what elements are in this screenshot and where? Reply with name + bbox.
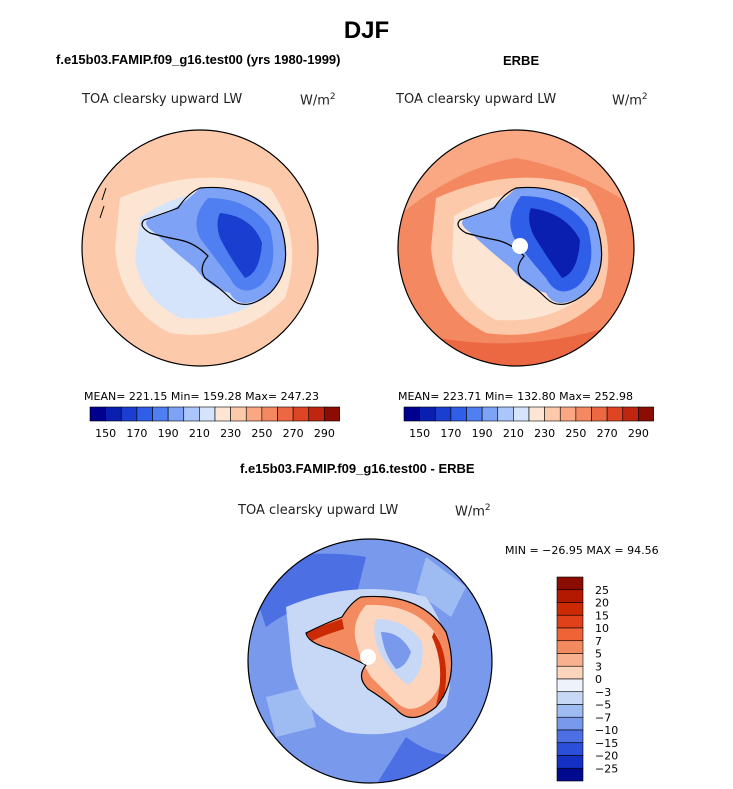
panel1-colorbar-tick-label: 150 bbox=[95, 427, 116, 440]
panel1-title: f.e15b03.FAMIP.f09_g16.test00 (yrs 1980-… bbox=[56, 52, 341, 67]
panel1-colorbar-swatch bbox=[308, 406, 325, 422]
panel1-colorbar-swatch bbox=[167, 406, 185, 422]
diff-colorbar-swatch bbox=[556, 589, 584, 603]
panel1-colorbar-swatch bbox=[214, 406, 231, 422]
panel1-colorbar-swatch bbox=[136, 406, 153, 422]
panel1-units-label: W/m2 bbox=[300, 92, 336, 109]
panel1-polar-map bbox=[81, 129, 319, 367]
panel1-colorbar-tick-label: 290 bbox=[314, 427, 335, 440]
diff-colorbar-tick-label: 5 bbox=[595, 648, 602, 661]
panel2-colorbar-swatch bbox=[450, 406, 467, 422]
panel1-colorbar-swatch bbox=[199, 406, 216, 422]
panel1-colorbar-swatch bbox=[277, 406, 294, 422]
diff-colorbar-swatch bbox=[556, 614, 584, 629]
diff-units-label: W/m2 bbox=[455, 503, 491, 520]
panel2-colorbar-swatch bbox=[481, 406, 499, 422]
panel2-colorbar-swatch bbox=[575, 406, 592, 422]
diff-colorbar-tick-label: −20 bbox=[595, 750, 618, 763]
diff-colorbar-tick-label: −25 bbox=[595, 762, 618, 775]
panel2-colorbar-tick-label: 210 bbox=[503, 427, 524, 440]
diff-colorbar-tick-label: 25 bbox=[595, 584, 609, 597]
panel1-colorbar-tick-label: 270 bbox=[283, 427, 304, 440]
panel2-colorbar-tick-label: 250 bbox=[565, 427, 586, 440]
panel2-colorbar-swatch bbox=[606, 406, 624, 422]
panel1-colorbar-swatch bbox=[120, 406, 138, 422]
panel1-colorbar-tick-label: 250 bbox=[251, 427, 272, 440]
panel1-colorbar-swatch bbox=[261, 406, 278, 422]
diff-colorbar-swatch bbox=[556, 678, 584, 693]
panel2-colorbar-swatch bbox=[403, 406, 420, 422]
diff-colorbar-tick-label: 7 bbox=[595, 635, 602, 648]
diff-colorbar-swatch bbox=[556, 576, 584, 591]
diff-colorbar-swatch bbox=[556, 653, 584, 667]
panel2-stats: MEAN= 223.71 Min= 132.80 Max= 252.98 bbox=[398, 390, 634, 403]
panel2-colorbar-tick-label: 230 bbox=[534, 427, 555, 440]
diff-panel-title: f.e15b03.FAMIP.f09_g16.test00 - ERBE bbox=[240, 461, 475, 476]
panel2-units-label: W/m2 bbox=[612, 92, 648, 109]
panel1-colorbar: 150 170 190 210 230 250 270 290 bbox=[89, 406, 340, 440]
panel1-colorbar-swatch bbox=[245, 406, 263, 422]
panel1-colorbar-swatch bbox=[183, 406, 200, 422]
panel2-colorbar-tick-label: 270 bbox=[597, 427, 618, 440]
panel1-colorbar-tick-label: 210 bbox=[189, 427, 210, 440]
panel2-colorbar-swatch bbox=[497, 406, 514, 422]
panel2-colorbar-tick-label: 190 bbox=[472, 427, 493, 440]
panel1-colorbar-swatch bbox=[324, 406, 340, 422]
diff-colorbar-swatch bbox=[556, 742, 584, 756]
panel2-title: ERBE bbox=[503, 53, 540, 68]
diff-colorbar-tick-label: −7 bbox=[595, 711, 611, 724]
diff-colorbar-swatch bbox=[556, 755, 584, 769]
diff-colorbar-tick-label: −3 bbox=[595, 686, 611, 699]
diff-colorbar-tick-label: 0 bbox=[595, 673, 602, 686]
panel1-stats: MEAN= 221.15 Min= 159.28 Max= 247.23 bbox=[84, 390, 320, 403]
figure-title: DJF bbox=[343, 17, 390, 44]
panel1-colorbar-tick-label: 170 bbox=[126, 427, 147, 440]
diff-colorbar-tick-label: 3 bbox=[595, 660, 602, 673]
diff-colorbar-swatch bbox=[556, 704, 584, 718]
panel1-colorbar-swatch bbox=[292, 406, 310, 422]
diff-colorbar-swatch bbox=[556, 627, 584, 642]
diff-colorbar-tick-label: 20 bbox=[595, 597, 609, 610]
panel2-colorbar-swatch bbox=[591, 406, 608, 422]
diff-colorbar-tick-label: 10 bbox=[595, 622, 609, 635]
diff-colorbar-swatch bbox=[556, 716, 584, 731]
diff-stats: MIN = −26.95 MAX = 94.56 bbox=[505, 544, 659, 557]
panel1-colorbar-swatch bbox=[230, 406, 247, 422]
diff-colorbar-swatch bbox=[556, 602, 584, 616]
diff-colorbar-tick-label: −15 bbox=[595, 737, 618, 750]
panel2-colorbar-tick-label: 170 bbox=[440, 427, 461, 440]
diff-colorbar-swatch bbox=[556, 767, 584, 782]
panel2-colorbar-tick-label: 290 bbox=[628, 427, 649, 440]
panel2-variable-label: TOA clearsky upward LW bbox=[396, 92, 557, 107]
diff-variable-label: TOA clearsky upward LW bbox=[238, 503, 399, 518]
diff-colorbar-tick-label: −10 bbox=[595, 724, 618, 737]
panel2-colorbar-tick-label: 150 bbox=[409, 427, 430, 440]
panel2-polar-map bbox=[397, 129, 635, 367]
diff-colorbar-swatch bbox=[556, 665, 584, 680]
panel2-colorbar-swatch bbox=[544, 406, 561, 422]
panel1-colorbar-swatch bbox=[152, 406, 169, 422]
diff-colorbar-swatch bbox=[556, 691, 584, 705]
diff-colorbar-tick-label: −5 bbox=[595, 699, 611, 712]
panel1-colorbar-tick-label: 190 bbox=[158, 427, 179, 440]
panel2-colorbar-swatch bbox=[638, 406, 654, 422]
panel2-colorbar-swatch bbox=[559, 406, 577, 422]
panel1-colorbar-swatch bbox=[105, 406, 122, 422]
panel2-colorbar: 150 170 190 210 230 250 270 290 bbox=[403, 406, 654, 440]
diff-colorbar-tick-label: 15 bbox=[595, 609, 609, 622]
panel1-colorbar-tick-label: 230 bbox=[220, 427, 241, 440]
panel2-colorbar-swatch bbox=[419, 406, 436, 422]
panel2-colorbar-swatch bbox=[466, 406, 483, 422]
diff-colorbar-swatch bbox=[556, 640, 584, 654]
panel2-colorbar-swatch bbox=[513, 406, 530, 422]
panel1-colorbar-swatch bbox=[89, 406, 106, 422]
panel2-colorbar-swatch bbox=[434, 406, 452, 422]
diff-polar-map bbox=[247, 538, 493, 784]
panel1-variable-label: TOA clearsky upward LW bbox=[82, 92, 243, 107]
diff-colorbar-swatch bbox=[556, 729, 584, 744]
panel2-colorbar-swatch bbox=[622, 406, 639, 422]
panel2-colorbar-swatch bbox=[528, 406, 545, 422]
